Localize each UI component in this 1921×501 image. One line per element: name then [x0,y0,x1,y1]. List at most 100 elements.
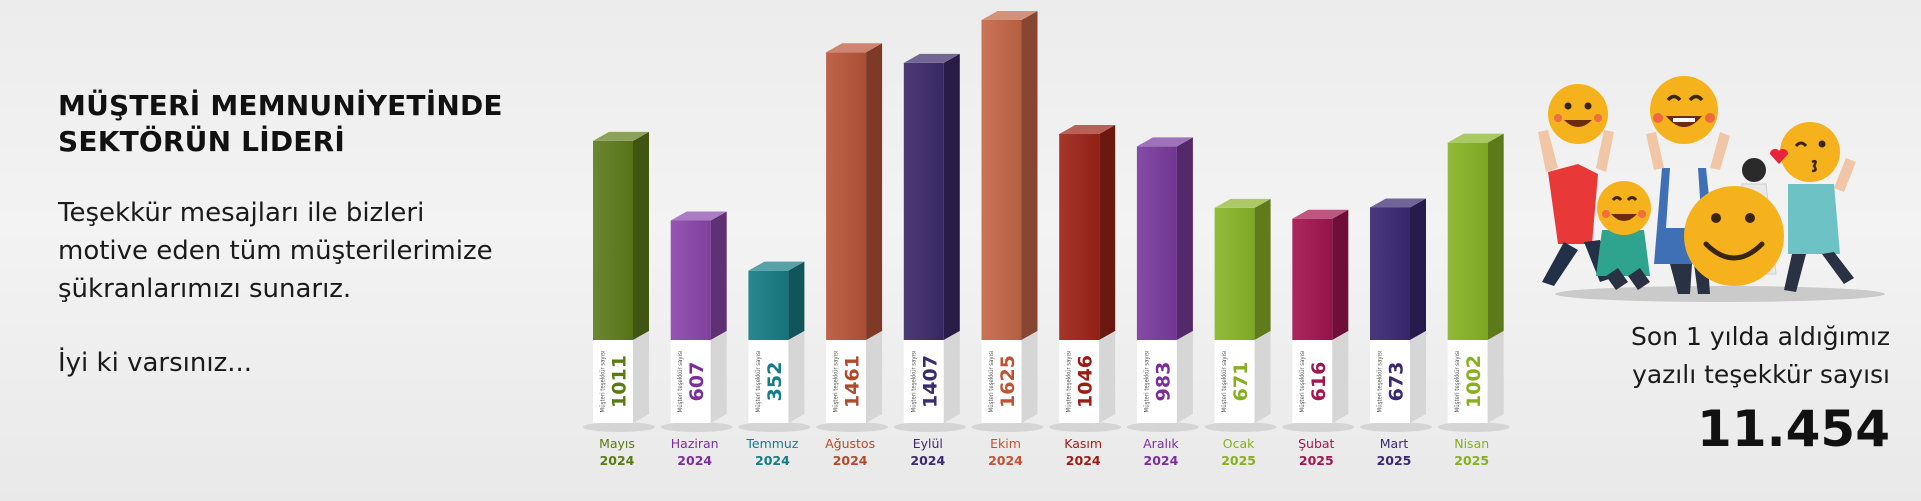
total-label-line-2: yazılı teşekkür sayısı [1632,360,1890,389]
bar-label-block [826,340,867,423]
happy-emoji-icon [1597,181,1651,235]
bar [1136,146,1177,340]
year-label: 2024 [910,453,945,468]
ground-shadow [1555,286,1885,302]
bar-value-label: 616 [1308,362,1330,402]
headline: MÜŞTERİ MEMNUNİYETİNDE SEKTÖRÜN LİDERİ [58,88,598,160]
bar [1447,142,1488,340]
bar-tag-label: Müşteri teşekkür sayısı [833,351,840,413]
bar [1370,207,1410,340]
smiley-emoji-icon [1548,84,1608,144]
month-label: Aralık [1143,436,1179,451]
intro-panel: MÜŞTERİ MEMNUNİYETİNDE SEKTÖRÜN LİDERİ T… [58,88,598,380]
bar-top [593,131,649,141]
bar-label-block [670,340,711,423]
month-label: Ocak [1223,436,1255,451]
bar-top [1370,198,1426,208]
bar-label-block-side [1254,331,1271,423]
bar-label-block-side [1487,331,1504,423]
bar-label-block-side [1176,331,1193,423]
bar-shadow [1126,422,1199,432]
bar-top [826,43,883,53]
person-middle [1646,76,1730,294]
year-label: 2024 [988,453,1023,468]
year-label: 2024 [1144,453,1179,468]
bar-shadow [583,422,655,432]
bar-tag-label: Müşteri teşekkür sayısı [1221,351,1228,413]
year-label: 2024 [600,453,635,468]
bar [748,270,789,340]
year-label: 2025 [1299,453,1334,468]
bar-side [866,43,883,341]
month-label: Kasım [1064,436,1102,451]
bar-shadow [1204,422,1277,432]
bar-side [710,211,727,340]
bar-label-block [1292,340,1333,423]
bar-side [943,53,960,340]
bar-shadow [660,422,733,432]
bar-side [1099,125,1116,340]
bar-tag-label: Müşteri teşekkür sayısı [600,351,607,413]
message-line-3: şükranlarımızı sunarız. [58,274,352,304]
headline-line-1: MÜŞTERİ MEMNUNİYETİNDE [58,89,503,122]
bar-value-label: 1046 [1075,355,1097,408]
bar [593,140,633,340]
bar-side [1254,198,1271,340]
month-label: Mayıs [599,436,635,451]
bar-value-label: 1011 [609,355,631,408]
bar-side [1332,209,1349,340]
month-label: Haziran [671,436,719,451]
bar-tag-label: Müşteri teşekkür sayısı [677,351,684,413]
bar-value-label: 352 [764,362,786,402]
bar-top [1059,125,1116,135]
bar-tag-label: Müşteri teşekkür sayısı [1143,351,1150,413]
total-thank-you-count: 11.454 [1697,400,1890,458]
bar-label-block [1059,340,1100,423]
bar-side [788,261,805,340]
bar-tag-label: Müşteri teşekkür sayısı [1454,351,1461,413]
bar-value-label: 983 [1152,362,1174,402]
bar [981,20,1022,340]
bar-tag-label: Müşteri teşekkür sayısı [755,351,762,413]
bar-shadow [738,422,811,432]
bar-label-block-side [1410,331,1426,423]
happy-people-illustration [1538,76,1885,302]
bar-label-block-side [943,331,960,423]
bar-top [1292,209,1349,219]
bar-side [633,131,649,340]
month-label: Mart [1380,436,1409,451]
bar-top [981,11,1038,20]
bar-label-block [981,340,1022,423]
bar [826,52,867,341]
bar [1059,134,1100,340]
bar-value-label: 671 [1230,362,1252,402]
year-label: 2025 [1221,453,1256,468]
bar-tag-label: Müşteri teşekkür sayısı [1066,351,1073,413]
bar-shadow [971,422,1044,432]
bar [1292,218,1333,340]
month-label: Şubat [1298,436,1334,451]
thank-you-message: Teşekkür mesajları ile bizleri motive ed… [58,194,598,308]
bar-label-block [903,340,944,423]
bar-label-block-side [633,331,649,423]
year-label: 2025 [1454,453,1489,468]
message-line-2: motive eden tüm müşterilerimize [58,236,493,266]
bar-group: Müşteri teşekkür sayısı 352 Temmuz 2024 [738,261,811,468]
bar-side [1021,11,1038,340]
bar-label-block [1214,340,1255,423]
bar-group: Müşteri teşekkür sayısı 673 Mart 2025 [1360,198,1432,468]
bar-label-block [748,340,789,423]
bar-top [903,53,960,63]
bar-label-block-side [1099,331,1116,423]
total-label-line-1: Son 1 yılda aldığımız [1631,322,1890,351]
bar-label-block [1136,340,1177,423]
year-label: 2025 [1377,453,1412,468]
bar-tag-label: Müşteri teşekkür sayısı [1299,351,1306,413]
big-smiley-emoji-icon [1684,186,1784,286]
bar-top [1214,198,1271,208]
bar-label-block-side [1021,331,1038,423]
year-label: 2024 [1066,453,1101,468]
person-left [1538,84,1614,286]
bar-label-block-side [710,331,727,423]
